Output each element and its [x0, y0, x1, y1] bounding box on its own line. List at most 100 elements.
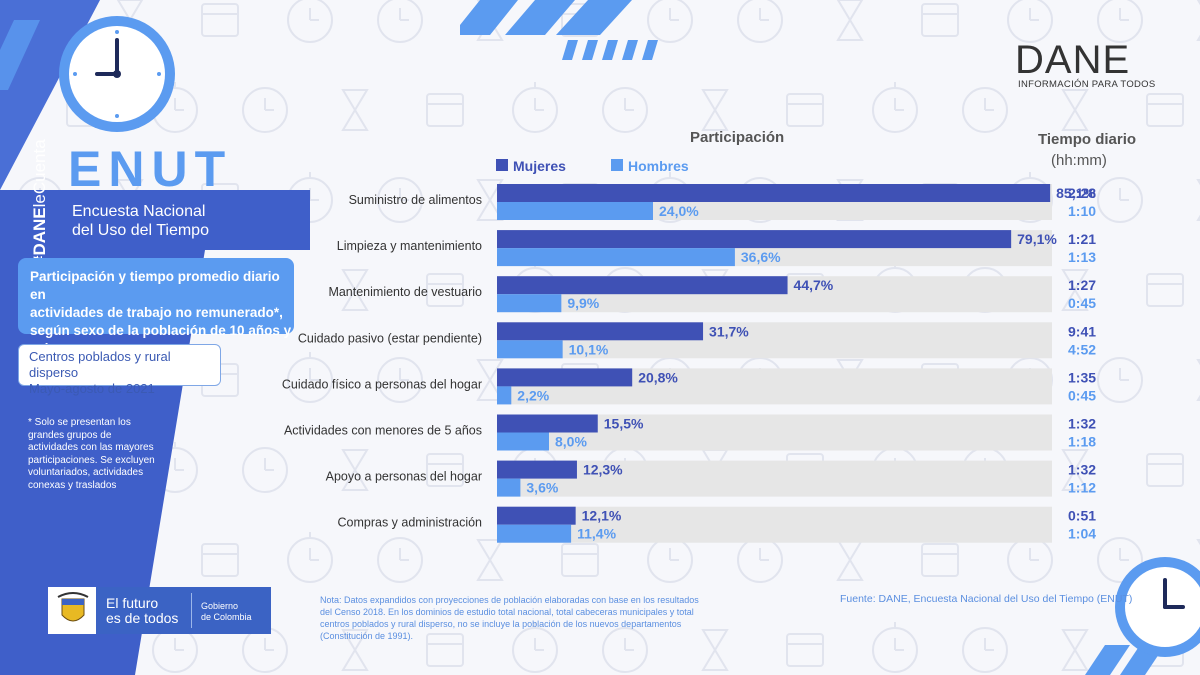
stopwatch-icon	[512, 82, 558, 133]
hourglass-icon	[836, 539, 864, 581]
calendar-icon	[201, 543, 239, 577]
stopwatch-icon	[1007, 532, 1053, 583]
hourglass-icon	[1196, 359, 1200, 401]
stopwatch-icon	[872, 622, 918, 673]
stopwatch-icon	[287, 532, 333, 583]
stopwatch-icon	[647, 532, 693, 583]
calendar-icon	[786, 633, 824, 667]
calendar-icon	[921, 363, 959, 397]
chart-description-box: Participación y tiempo promedio diario e…	[18, 258, 294, 356]
stopwatch-icon	[1007, 0, 1053, 43]
stopwatch-icon	[872, 82, 918, 133]
stopwatch-icon	[647, 172, 693, 223]
hourglass-icon	[1061, 449, 1089, 491]
clock-icon	[737, 0, 783, 43]
clock-icon	[737, 177, 783, 223]
daily-time-header: Tiempo diario	[1038, 131, 1137, 148]
decorative-stripes	[460, 0, 658, 60]
clock-icon	[242, 87, 288, 133]
clock-icon	[602, 627, 648, 673]
clock-icon	[602, 87, 648, 133]
stopwatch-icon	[1007, 172, 1053, 223]
hourglass-icon	[476, 179, 504, 221]
clock-icon	[1097, 357, 1143, 403]
survey-acronym: ENUT	[68, 141, 233, 197]
hourglass-icon	[341, 629, 369, 671]
stopwatch-icon	[647, 0, 693, 43]
clock-icon	[377, 357, 423, 403]
clock-icon	[737, 537, 783, 583]
calendar-icon	[786, 273, 824, 307]
stopwatch-icon	[512, 622, 558, 673]
calendar-icon	[1146, 273, 1184, 307]
calendar-icon	[921, 183, 959, 217]
hourglass-icon	[1061, 89, 1089, 131]
survey-name: Encuesta Nacional del Uso del Tiempo	[72, 203, 209, 239]
calendar-icon	[786, 93, 824, 127]
hourglass-icon	[476, 359, 504, 401]
hourglass-icon	[1196, 179, 1200, 221]
daily-time-unit: (hh:mm)	[1051, 152, 1107, 169]
hourglass-icon	[1061, 629, 1089, 671]
clock-icon	[377, 537, 423, 583]
calendar-icon	[1146, 453, 1184, 487]
calendar-icon	[921, 543, 959, 577]
stopwatch-icon	[647, 352, 693, 403]
government-logo: El futuro es de todos Gobierno de Colombia	[48, 587, 271, 634]
coat-of-arms-icon	[57, 592, 89, 622]
calendar-icon	[1146, 93, 1184, 127]
calendar-icon	[561, 363, 599, 397]
hourglass-icon	[1061, 269, 1089, 311]
stopwatch-icon	[287, 352, 333, 403]
dane-logo: DANE	[1015, 38, 1131, 82]
stopwatch-icon	[512, 442, 558, 493]
calendar-icon	[426, 273, 464, 307]
region-period-box: Centros poblados y rural disperso Mayo-a…	[18, 344, 221, 396]
calendar-icon	[201, 3, 239, 37]
clock-icon	[602, 267, 648, 313]
legend-label-women: Mujeres	[513, 158, 566, 174]
stopwatch-icon	[1007, 352, 1053, 403]
clock-icon	[377, 177, 423, 223]
legend-swatch-women	[496, 159, 508, 171]
hourglass-icon	[701, 449, 729, 491]
footnote: * Solo se presentan los grandes grupos d…	[28, 417, 155, 491]
clock-icon	[1097, 537, 1143, 583]
hourglass-icon	[836, 359, 864, 401]
hourglass-icon	[701, 629, 729, 671]
calendar-icon	[426, 633, 464, 667]
calendar-icon	[561, 183, 599, 217]
hourglass-icon	[341, 449, 369, 491]
dane-tagline: INFORMACIÓN PARA TODOS	[1018, 79, 1156, 90]
stopwatch-icon	[872, 262, 918, 313]
hourglass-icon	[701, 269, 729, 311]
source-citation: Fuente: DANE, Encuesta Nacional del Uso …	[840, 593, 1133, 605]
hourglass-icon	[1196, 0, 1200, 41]
legend-swatch-men	[611, 159, 623, 171]
legend-label-men: Hombres	[628, 158, 689, 174]
calendar-icon	[426, 453, 464, 487]
hourglass-icon	[341, 89, 369, 131]
clock-icon	[962, 447, 1008, 493]
clock-icon	[377, 0, 423, 43]
calendar-icon	[921, 3, 959, 37]
stopwatch-icon	[512, 262, 558, 313]
clock-icon	[962, 87, 1008, 133]
calendar-icon	[561, 543, 599, 577]
hourglass-icon	[836, 0, 864, 41]
clock-icon	[1097, 177, 1143, 223]
hourglass-icon	[836, 179, 864, 221]
hourglass-icon	[476, 539, 504, 581]
hourglass-icon	[341, 269, 369, 311]
clock-icon	[962, 627, 1008, 673]
calendar-icon	[426, 93, 464, 127]
calendar-icon	[786, 453, 824, 487]
hashtag: #DANEleCuenta	[30, 139, 49, 265]
stopwatch-icon	[872, 442, 918, 493]
clock-icon	[1097, 0, 1143, 43]
participation-header: Participación	[690, 129, 785, 146]
hourglass-icon	[701, 89, 729, 131]
clock-icon	[242, 447, 288, 493]
stopwatch-icon	[287, 0, 333, 43]
methodology-note: Nota: Datos expandidos con proyecciones …	[320, 595, 699, 641]
